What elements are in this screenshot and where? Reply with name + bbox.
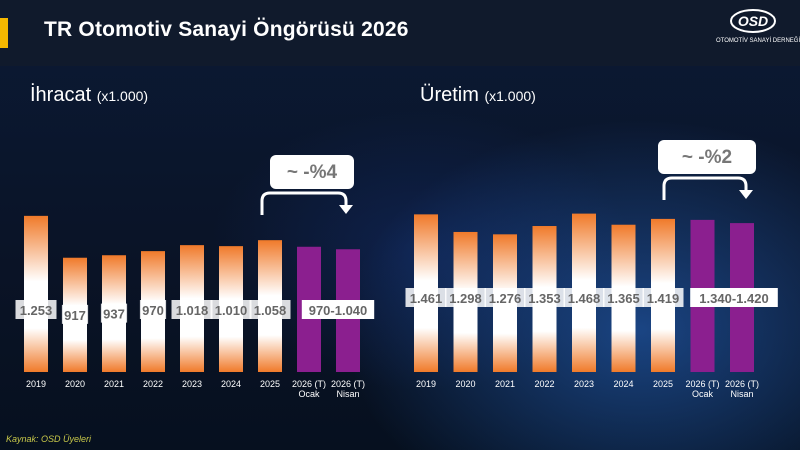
export-unit: (x1.000) (96, 88, 149, 104)
data-label-box (171, 300, 213, 319)
x-tick-label: 2020 (65, 379, 85, 389)
export-chart: 2019 1.253 2020 917 2021 937 2022 970 2023 1.018 2… (15, 155, 375, 399)
x-tick-label: 2021 (104, 379, 124, 389)
x-tick-label: 2023 (182, 379, 202, 389)
change-arrow-head (339, 205, 353, 214)
production-title: Üretim (420, 84, 479, 106)
header-accent (0, 18, 8, 48)
data-label: 1.018 (176, 303, 209, 318)
data-label-box (445, 288, 486, 307)
x-tick-label: 2022 (534, 379, 554, 389)
svg-text:OSD: OSD (738, 13, 768, 29)
x-tick-label: 2022 (143, 379, 163, 389)
x-tick-label: 2026 (T) (292, 379, 326, 389)
production-panel-title: Üretim (x1.000) (420, 84, 536, 107)
data-label: 1.419 (647, 291, 680, 306)
x-tick-label: 2023 (574, 379, 594, 389)
data-label-box (61, 304, 89, 324)
header-bar: TR Otomotiv Sanayi Öngörüsü 2026 OSD OTO… (0, 0, 800, 66)
data-label: 1.365 (607, 291, 640, 306)
data-label-box (15, 300, 57, 319)
data-label: 1.253 (20, 303, 53, 318)
x-tick-label: 2024 (613, 379, 633, 389)
x-tick-label: 2025 (653, 379, 673, 389)
data-label: 1.461 (410, 291, 443, 306)
x-tick-label: Nisan (730, 389, 753, 399)
data-label-box (100, 303, 128, 323)
data-label-box (563, 288, 605, 307)
change-callout-box (270, 155, 354, 189)
source-note: Kaynak: OSD Üyeleri (6, 434, 92, 444)
data-label-box (524, 288, 565, 307)
data-label: 1.010 (215, 303, 248, 318)
data-label-box (249, 300, 291, 319)
data-label-box (603, 288, 644, 307)
data-label-box (642, 288, 684, 307)
actual-bar (24, 215, 48, 372)
data-label: 1.340-1.420 (699, 291, 768, 306)
x-tick-label: Nisan (336, 389, 359, 399)
x-tick-label: 2019 (26, 379, 46, 389)
change-arrow (260, 191, 348, 215)
x-tick-label: 2026 (T) (331, 379, 365, 389)
change-callout-box (658, 140, 756, 174)
data-label: 1.058 (254, 303, 287, 318)
export-panel-title: İhracat (x1.000) (30, 84, 148, 107)
production-unit: (x1.000) (484, 88, 536, 104)
x-tick-label: 2021 (495, 379, 515, 389)
x-tick-label: 2020 (455, 379, 475, 389)
data-label: 1.353 (528, 291, 561, 306)
data-label: 1.276 (489, 291, 522, 306)
production-chart: 2019 1.461 2020 1.298 2021 1.276 2022 1.353 2023… (405, 140, 778, 399)
data-label-box (210, 300, 252, 319)
data-label-box (139, 300, 167, 319)
x-tick-label: Ocak (692, 389, 714, 399)
data-label: 970-1.040 (309, 303, 368, 318)
x-tick-label: 2026 (T) (725, 379, 759, 389)
x-tick-label: 2026 (T) (685, 379, 719, 389)
x-tick-label: Ocak (298, 389, 320, 399)
export-title: İhracat (30, 84, 92, 106)
data-label-box (484, 288, 526, 307)
page-title: TR Otomotiv Sanayi Öngörüsü 2026 (44, 18, 409, 41)
osd-logo: OSD OTOMOTİV SANAYİ DERNEĞİ (716, 8, 800, 60)
data-label: 970 (142, 303, 164, 318)
change-callout-text: ~ -%4 (287, 162, 338, 183)
data-label: 937 (103, 307, 125, 322)
change-arrow (662, 176, 748, 200)
data-label: 1.298 (449, 291, 482, 306)
osd-logo-icon: OSD (730, 9, 776, 33)
x-tick-label: 2024 (221, 379, 241, 389)
logo-text: OTOMOTİV SANAYİ DERNEĞİ (716, 38, 800, 44)
data-label: 1.468 (568, 291, 601, 306)
data-label-box (405, 288, 447, 307)
x-tick-label: 2025 (260, 379, 280, 389)
change-arrow-head (739, 190, 753, 199)
data-label-box (690, 288, 778, 307)
data-label-box (301, 300, 375, 319)
change-callout-text: ~ -%2 (682, 147, 732, 168)
x-tick-label: 2019 (416, 379, 436, 389)
data-label: 917 (64, 308, 86, 323)
